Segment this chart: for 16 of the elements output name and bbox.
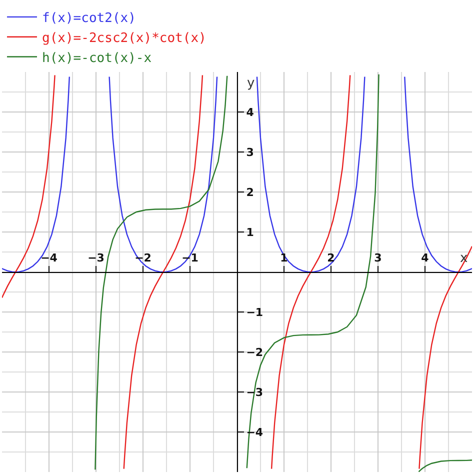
x-tick-label: 3	[374, 252, 382, 265]
x-tick-label: −4	[40, 252, 58, 265]
y-tick-label: 2	[246, 186, 254, 199]
x-tick-label: 2	[327, 252, 335, 265]
y-tick-label: 1	[246, 226, 254, 239]
y-tick-label: −2	[246, 346, 264, 359]
y-tick-label: 3	[246, 146, 254, 159]
y-axis-title: y	[247, 76, 255, 91]
x-tick-label: 4	[421, 252, 430, 265]
y-tick-label: −1	[246, 306, 264, 319]
legend-label: h(x)=-cot(x)-x	[42, 50, 152, 66]
x-tick-label: 1	[280, 252, 288, 265]
y-tick-label: 4	[246, 106, 254, 119]
legend-label: f(x)=cot2(x)	[42, 11, 136, 26]
x-tick-label: −3	[88, 252, 104, 265]
legend-label: g(x)=-2csc2(x)*cot(x)	[42, 30, 206, 46]
